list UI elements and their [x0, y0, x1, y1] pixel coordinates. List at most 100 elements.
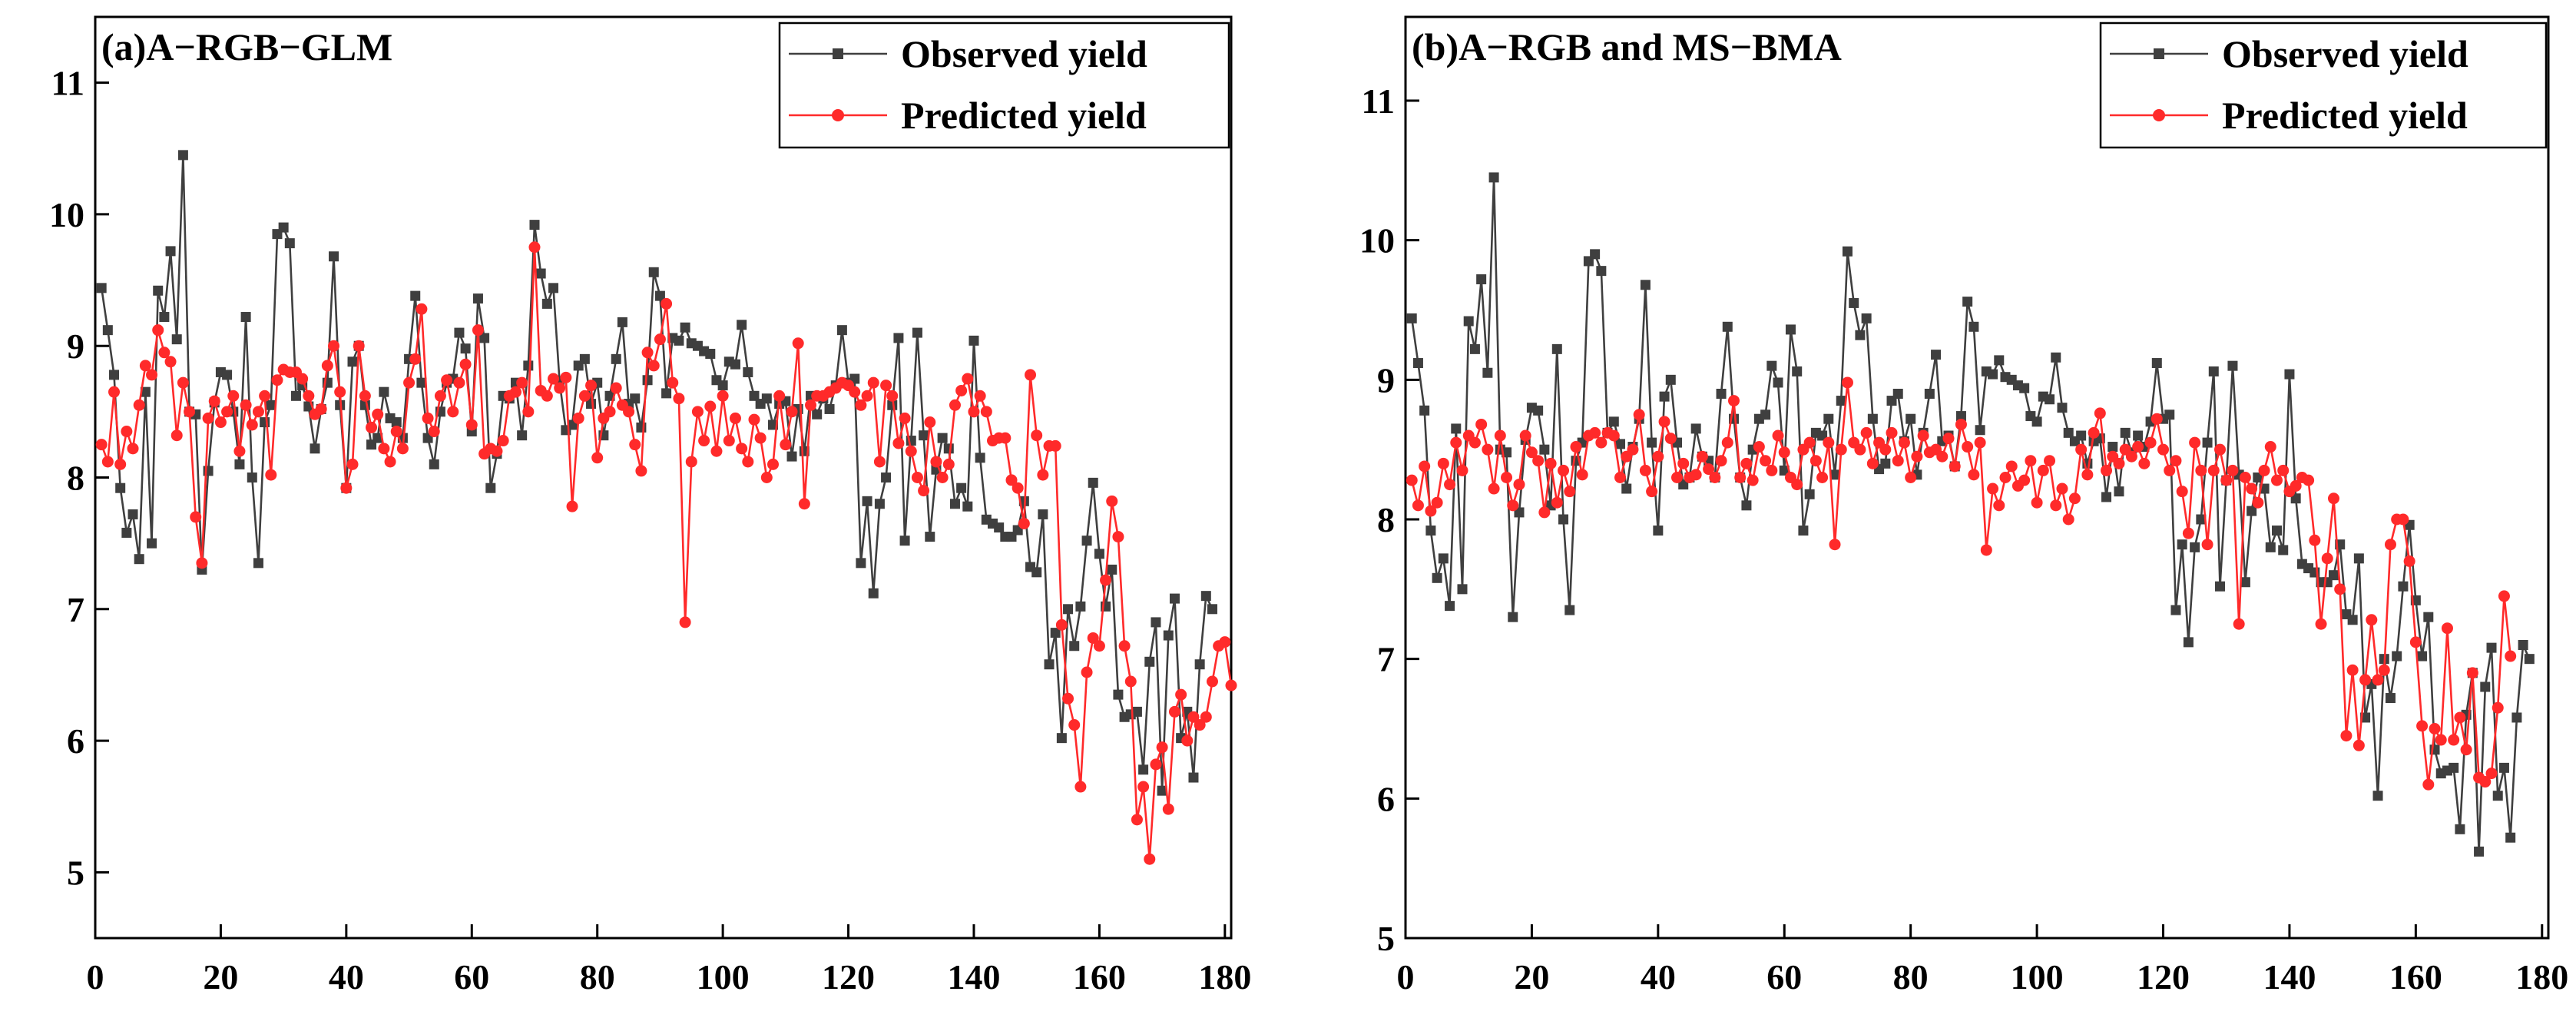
predicted-yield-point: [2220, 474, 2233, 486]
predicted-yield-point: [2492, 701, 2504, 714]
predicted-yield-point: [673, 393, 685, 405]
predicted-yield-point: [861, 390, 873, 402]
predicted-yield-point: [1507, 499, 1519, 512]
observed-yield-point: [1988, 369, 1998, 380]
observed-yield-point: [147, 538, 157, 549]
predicted-yield-point: [1936, 450, 1949, 463]
observed-yield-point: [115, 482, 126, 493]
observed-yield-point: [121, 527, 132, 538]
observed-yield-point: [2455, 824, 2465, 834]
observed-yield-point: [1779, 465, 1790, 476]
predicted-yield-point: [1156, 741, 1168, 754]
observed-yield-point: [2170, 605, 2181, 615]
observed-yield-point: [949, 499, 960, 509]
predicted-yield-point: [2113, 457, 2125, 469]
observed-yield-point: [1722, 321, 1733, 332]
observed-yield-point: [535, 268, 546, 279]
observed-yield-point: [2045, 394, 2055, 405]
observed-yield-point: [1107, 564, 1117, 575]
observed-yield-point: [1406, 313, 1417, 323]
observed-yield-point: [2353, 553, 2364, 564]
predicted-yield-point: [491, 445, 503, 457]
legend-predicted-label: Predicted yield: [901, 94, 1147, 137]
observed-yield-point: [899, 536, 910, 546]
predicted-yield-point: [259, 390, 271, 402]
predicted-yield-point: [949, 399, 961, 411]
observed-yield-point: [109, 370, 120, 380]
observed-yield-point: [140, 386, 151, 397]
observed-yield-point: [636, 422, 647, 433]
observed-yield-point: [159, 312, 170, 323]
predicted-yield-point: [2005, 460, 2018, 473]
observed-yield-point: [1608, 416, 1619, 427]
predicted-yield-point: [1854, 443, 1866, 456]
predicted-yield-point: [2170, 455, 2182, 467]
predicted-yield-point: [2403, 555, 2415, 567]
predicted-yield-point: [2441, 622, 2453, 635]
predicted-yield-point: [623, 406, 635, 418]
x-tick-label: 20: [203, 957, 238, 996]
predicted-yield-point: [390, 426, 402, 438]
predicted-yield-point: [886, 390, 899, 402]
predicted-yield-point: [152, 324, 164, 337]
predicted-yield-point: [1633, 409, 1645, 421]
observed-yield-point: [1867, 413, 1878, 424]
predicted-yield-point: [911, 472, 923, 483]
observed-yield-point: [1975, 425, 1985, 436]
observed-yield-point: [1931, 350, 1942, 360]
predicted-yield-point: [1727, 395, 1740, 407]
predicted-yield-point: [1475, 418, 1488, 430]
x-tick-label: 60: [1766, 957, 1802, 996]
observed-yield-point: [730, 359, 740, 370]
predicted-yield-point: [2050, 499, 2062, 512]
predicted-yield-point: [1671, 472, 1684, 483]
predicted-yield-point: [1614, 472, 1627, 483]
observed-yield-point: [253, 558, 263, 569]
observed-yield-point: [1640, 280, 1651, 290]
observed-yield-point: [2057, 403, 2068, 413]
chart-panel-b: 5 6 7 8 9 10 11 0 20 40 60 80 100 120 140 160 180 (b)A−RG…: [1359, 15, 2568, 996]
predicted-yield-point: [184, 406, 196, 418]
predicted-yield-point: [2303, 474, 2315, 486]
predicted-yield-point: [691, 406, 704, 418]
predicted-yield-point: [1809, 455, 1822, 467]
predicted-yield-point: [2340, 730, 2353, 742]
predicted-yield-point: [1993, 499, 2005, 512]
observed-yield-point: [1968, 321, 1979, 332]
x-tick-label: 80: [580, 957, 615, 996]
observed-yield-point: [925, 532, 935, 542]
predicted-yield-point: [453, 376, 465, 389]
predicted-yield-point: [1892, 455, 1904, 467]
predicted-yield-point: [271, 374, 283, 386]
predicted-yield-point: [1055, 618, 1068, 631]
predicted-yield-point: [202, 412, 214, 424]
observed-yield-point: [1151, 617, 1161, 628]
y-tick-label: 6: [67, 721, 84, 761]
observed-yield-point: [429, 459, 439, 469]
predicted-yield-point: [196, 557, 208, 569]
observed-yield-point: [548, 283, 559, 293]
observed-yield-point: [2518, 640, 2528, 650]
observed-yield-line: [1410, 176, 2531, 853]
predicted-yield-point: [133, 399, 145, 411]
predicted-yield-point: [328, 340, 340, 352]
predicted-yield-point: [1627, 443, 1639, 456]
predicted-yield-point: [2422, 778, 2435, 791]
predicted-yield-point: [177, 376, 189, 389]
observed-yield-point: [2031, 416, 2042, 427]
predicted-yield-point: [2384, 539, 2396, 551]
observed-yield-point: [2253, 473, 2263, 482]
predicted-yield-point: [409, 353, 422, 365]
predicted-yield-point: [2207, 464, 2220, 476]
legend-predicted-marker: [2153, 109, 2165, 121]
observed-yield-point: [2164, 410, 2175, 420]
predicted-yield-point: [1879, 443, 1892, 456]
observed-yield-point: [1488, 172, 1499, 183]
predicted-yield-point: [667, 376, 679, 389]
predicted-yield-point: [548, 373, 560, 385]
predicted-yield-point: [101, 456, 114, 468]
observed-yield-point: [485, 482, 496, 493]
observed-yield-point: [391, 417, 402, 428]
predicted-yield-point: [434, 390, 446, 402]
predicted-yield-point: [2094, 407, 2106, 419]
